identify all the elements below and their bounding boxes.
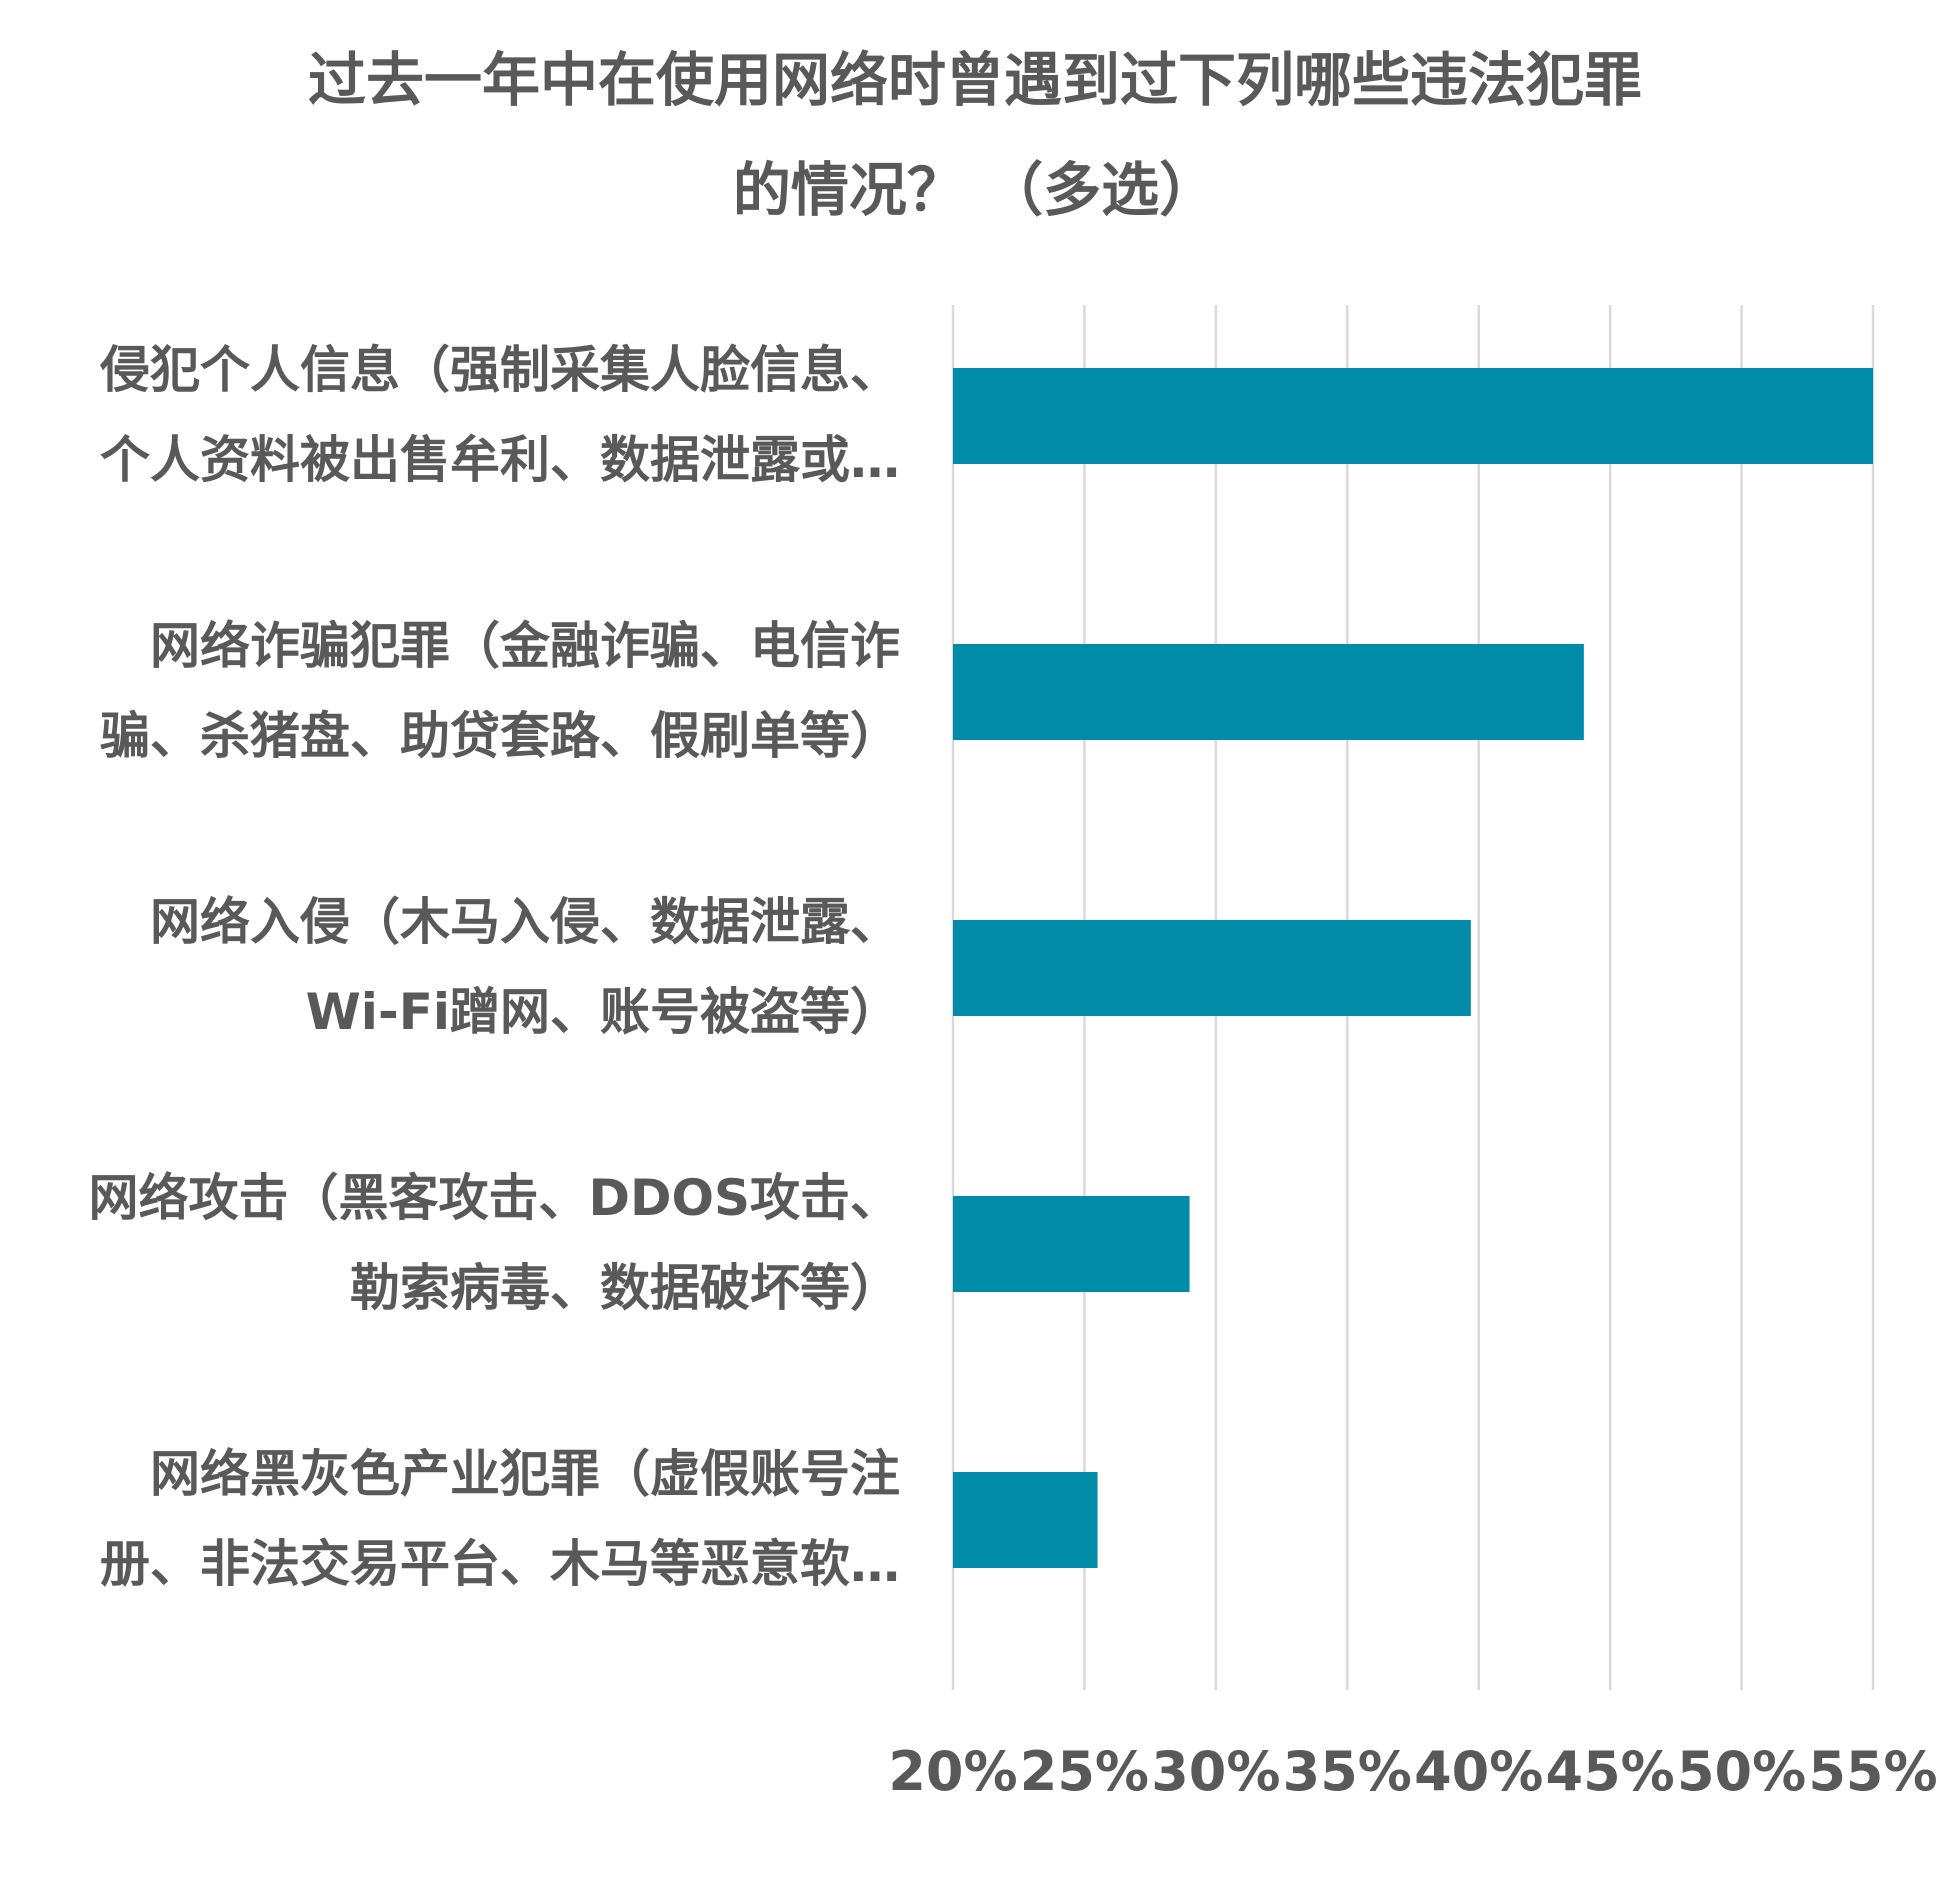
category-label-4-line-1: 网络攻击（黑客攻击、DDOS攻击、 [88, 1169, 900, 1227]
category-label-5-line-1: 网络黑灰色产业犯罪（虚假账号注 [150, 1445, 900, 1503]
x-tick-label-40: 40% [1414, 1740, 1543, 1803]
x-tick-label-25: 25% [1020, 1740, 1149, 1803]
chart-title-line-2: 的情况？ （多选） [733, 156, 1217, 224]
category-label-3-line-2: Wi-Fi蹭网、账号被盗等） [306, 983, 900, 1041]
category-label-2-line-1: 网络诈骗犯罪（金融诈骗、电信诈 [150, 617, 900, 675]
bar-3 [953, 920, 1471, 1016]
chart-title-line-1: 过去一年中在使用网络时曾遇到过下列哪些违法犯罪 [308, 46, 1642, 114]
category-label-2-line-2: 骗、杀猪盘、助贷套路、假刷单等） [100, 707, 900, 765]
category-label-1-line-1: 侵犯个人信息（强制采集人脸信息、 [99, 341, 900, 399]
bar-4 [953, 1196, 1190, 1292]
bar-2 [953, 644, 1584, 740]
category-label-5-line-2: 册、非法交易平台、木马等恶意软… [100, 1535, 900, 1593]
x-tick-label-20: 20% [888, 1740, 1017, 1803]
x-tick-label-50: 50% [1677, 1740, 1806, 1803]
bar-1 [953, 368, 1873, 464]
x-tick-label-55: 55% [1808, 1740, 1937, 1803]
bar-5 [953, 1472, 1098, 1568]
x-tick-label-30: 30% [1151, 1740, 1280, 1803]
x-tick-label-35: 35% [1283, 1740, 1412, 1803]
x-tick-label-45: 45% [1546, 1740, 1675, 1803]
category-label-3-line-1: 网络入侵（木马入侵、数据泄露、 [150, 893, 900, 951]
category-label-4-line-2: 勒索病毒、数据破坏等） [350, 1259, 900, 1317]
category-label-1-line-2: 个人资料被出售牟利、数据泄露或… [100, 431, 900, 489]
